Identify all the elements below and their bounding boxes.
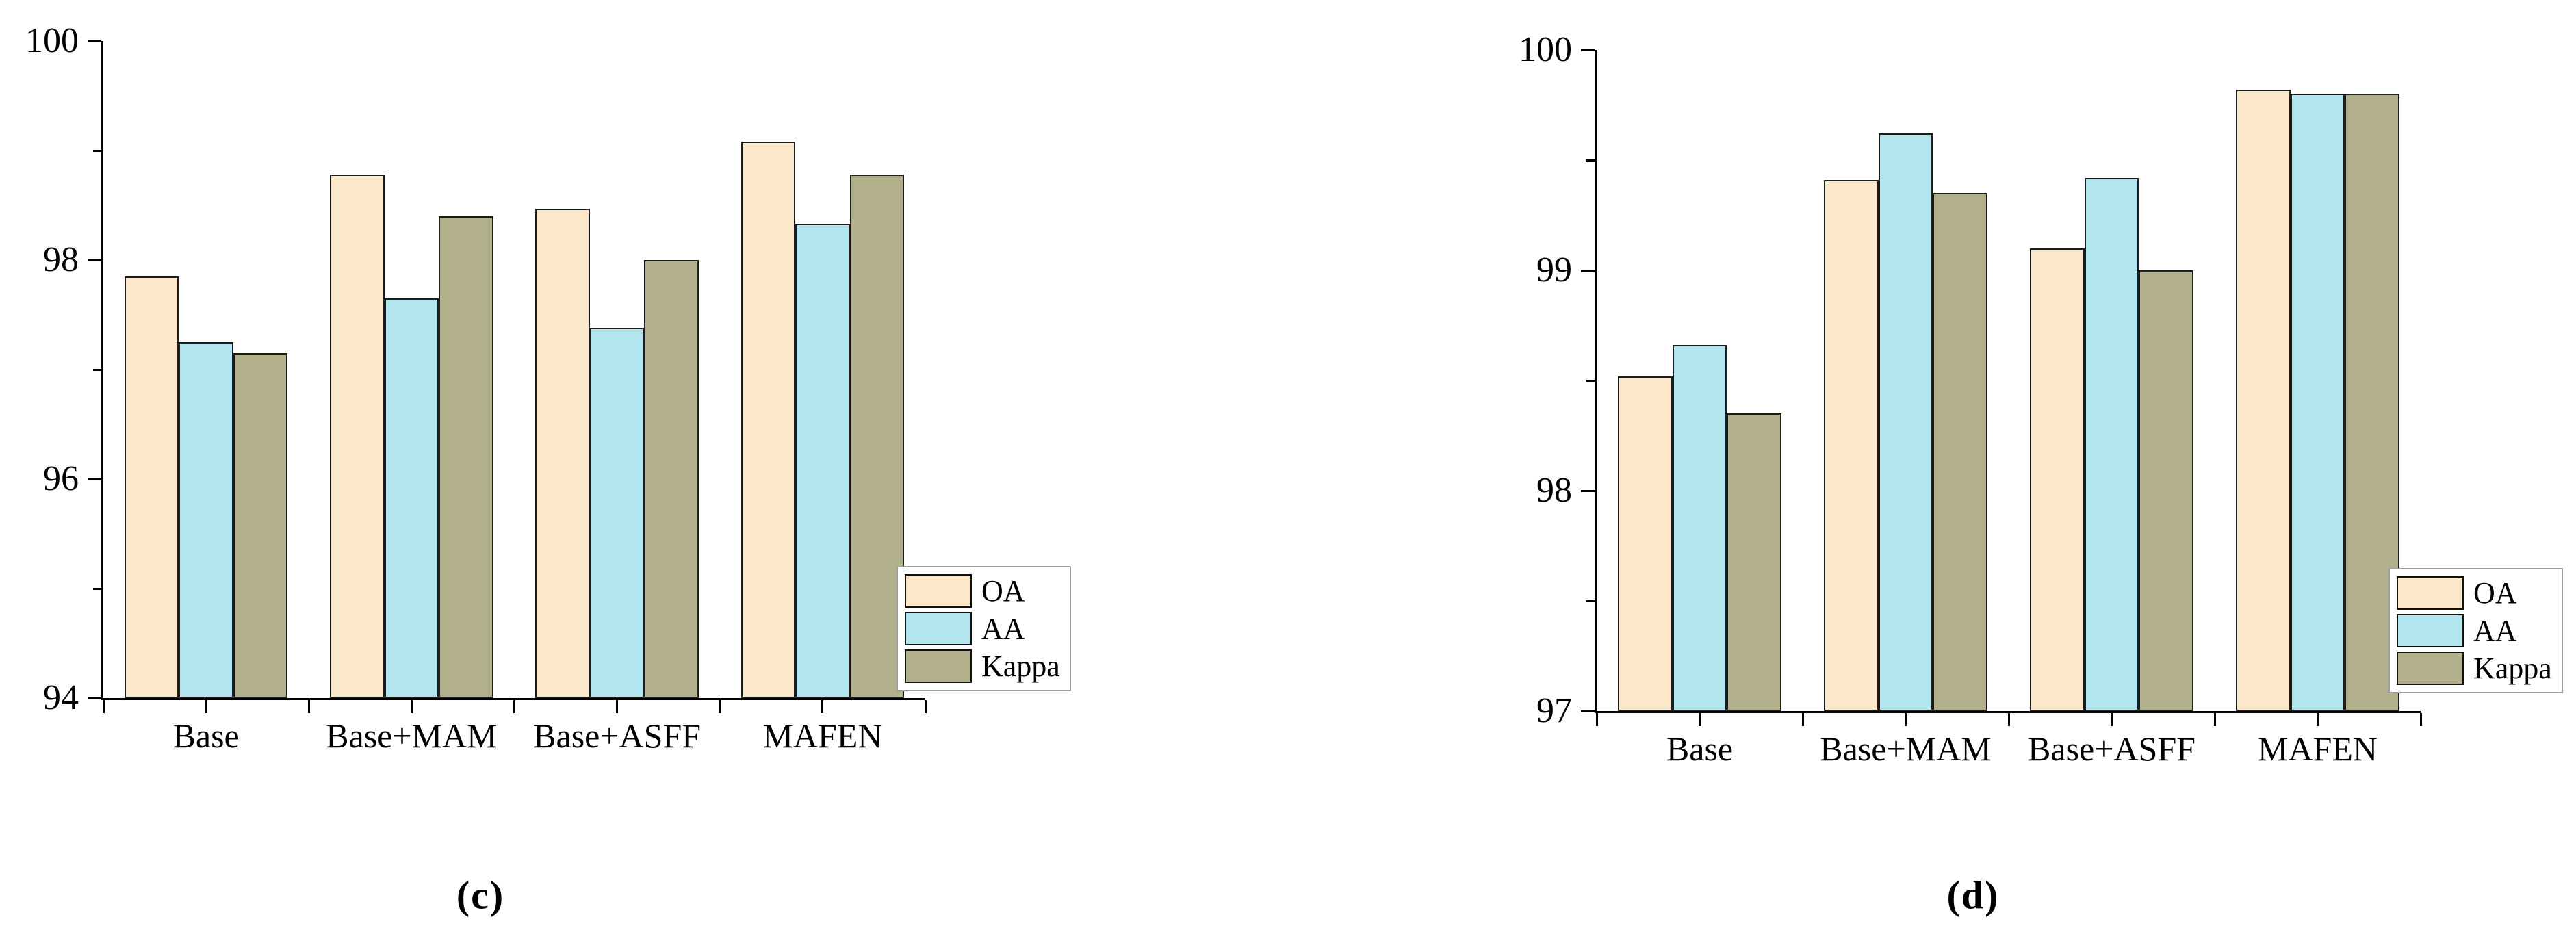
bar-kappa-base: [1727, 413, 1782, 711]
legend-label: OA: [2473, 576, 2517, 610]
x-axis-center-tick: [2111, 713, 2113, 726]
legend-c: OA AA Kappa: [897, 566, 1071, 691]
x-axis-category-label: Base: [172, 717, 240, 755]
x-axis-category-label: Base+MAM: [326, 717, 498, 755]
bar-aa-base-mam: [1878, 133, 1933, 711]
x-axis-category-label: Base+MAM: [1820, 730, 1992, 768]
bar-kappa-mafen: [849, 175, 905, 698]
x-axis-boundary-tick: [2419, 713, 2422, 726]
bar-aa-mafen: [795, 224, 850, 698]
y-axis-major-tick: [88, 478, 101, 480]
y-axis-major-tick: [88, 40, 101, 42]
y-axis-minor-tick: [1586, 379, 1595, 382]
y-axis-minor-tick: [1586, 159, 1595, 162]
x-axis-boundary-tick: [307, 700, 310, 713]
legend-swatch-aa: [2397, 614, 2464, 647]
bar-kappa-base-asff: [644, 260, 699, 698]
bar-oa-base: [1617, 376, 1673, 711]
legend-swatch-oa: [2397, 576, 2464, 610]
y-axis-tick-label: 100: [1519, 30, 1572, 69]
bar-aa-mafen: [2290, 94, 2345, 711]
bar-oa-base: [124, 276, 179, 698]
legend-row: Kappa: [905, 649, 1060, 683]
legend-label: AA: [981, 611, 1025, 645]
y-axis-tick-label: 99: [1536, 250, 1572, 289]
x-axis-category-label: Base: [1666, 730, 1734, 768]
y-axis-minor-tick: [93, 368, 101, 371]
bar-oa-mafen: [740, 142, 796, 698]
panel-label-d: (d): [1946, 873, 2000, 918]
legend-d: OA AA Kappa: [2388, 568, 2563, 693]
x-axis-category-label: MAFEN: [2257, 730, 2378, 768]
plot-area-c: 94 96 98 100 Base Base+MAM Base+ASFF MAFEN: [25, 23, 927, 753]
legend-label: AA: [2473, 613, 2517, 647]
x-axis-boundary-tick: [1801, 713, 1804, 726]
bar-kappa-base-mam: [439, 216, 493, 698]
x-axis-center-tick: [1699, 713, 1701, 726]
legend-label: OA: [981, 573, 1025, 608]
x-axis-boundary-tick: [924, 700, 927, 713]
bar-oa-mafen: [2235, 89, 2291, 711]
y-axis-minor-tick: [93, 149, 101, 152]
y-axis-major-tick: [88, 259, 101, 261]
legend-label: Kappa: [981, 649, 1060, 683]
x-axis-boundary-tick: [2007, 713, 2010, 726]
x-axis-center-tick: [410, 700, 413, 713]
legend-swatch-kappa: [2397, 652, 2464, 685]
legend-swatch-aa: [905, 612, 972, 645]
legend-swatch-kappa: [905, 649, 972, 683]
y-axis-major-tick: [1581, 49, 1595, 51]
y-axis-major-tick: [1581, 269, 1595, 272]
x-axis-boundary-tick: [513, 700, 515, 713]
x-axis-category-label: Base+ASFF: [2028, 730, 2195, 768]
y-axis-major-tick: [1581, 489, 1595, 492]
x-axis-boundary-tick: [1595, 713, 1598, 726]
plot-area-d: 97 98 99 100 Base Base+MAM Base+ASFF MAFEN: [1519, 32, 2422, 766]
y-axis-major-tick: [1581, 710, 1595, 712]
bar-aa-base: [179, 342, 233, 698]
bar-kappa-base-mam: [1933, 193, 1988, 711]
y-axis-tick-label: 96: [43, 459, 79, 498]
legend-row: OA: [905, 574, 1060, 608]
legend-swatch-oa: [905, 574, 972, 608]
x-axis-category-label: MAFEN: [762, 717, 883, 755]
bar-aa-base-asff: [589, 328, 645, 698]
bar-oa-base-asff: [2029, 248, 2085, 711]
bar-oa-base-asff: [535, 208, 590, 698]
x-axis-center-tick: [205, 700, 207, 713]
legend-row: AA: [2397, 614, 2552, 647]
legend-row: Kappa: [2397, 652, 2552, 685]
bar-oa-base-mam: [1823, 179, 1879, 711]
y-axis-tick-label: 98: [1536, 471, 1572, 510]
y-axis-tick-label: 97: [1536, 691, 1572, 730]
y-axis-tick-label: 98: [43, 240, 79, 279]
legend-row: OA: [2397, 576, 2552, 610]
bar-aa-base: [1672, 345, 1727, 711]
bar-aa-base-mam: [384, 298, 439, 698]
bar-oa-base-mam: [330, 175, 385, 698]
x-axis-center-tick: [1905, 713, 1907, 726]
panel-label-c: (c): [456, 873, 505, 918]
x-axis-boundary-tick: [719, 700, 721, 713]
bar-kappa-base: [233, 353, 288, 698]
y-axis-minor-tick: [1586, 600, 1595, 602]
x-axis-center-tick: [2317, 713, 2319, 726]
legend-row: AA: [905, 612, 1060, 645]
y-axis-major-tick: [88, 697, 101, 699]
x-axis-center-tick: [616, 700, 619, 713]
bar-aa-base-asff: [2084, 177, 2139, 711]
x-axis-boundary-tick: [102, 700, 105, 713]
y-axis-minor-tick: [93, 587, 101, 590]
y-axis-tick-label: 94: [43, 678, 79, 717]
x-axis-category-label: Base+ASFF: [533, 717, 701, 755]
bar-kappa-base-asff: [2139, 270, 2194, 711]
x-axis-boundary-tick: [2213, 713, 2216, 726]
x-axis-center-tick: [821, 700, 824, 713]
legend-label: Kappa: [2473, 651, 2552, 685]
y-axis-tick-label: 100: [25, 21, 79, 60]
